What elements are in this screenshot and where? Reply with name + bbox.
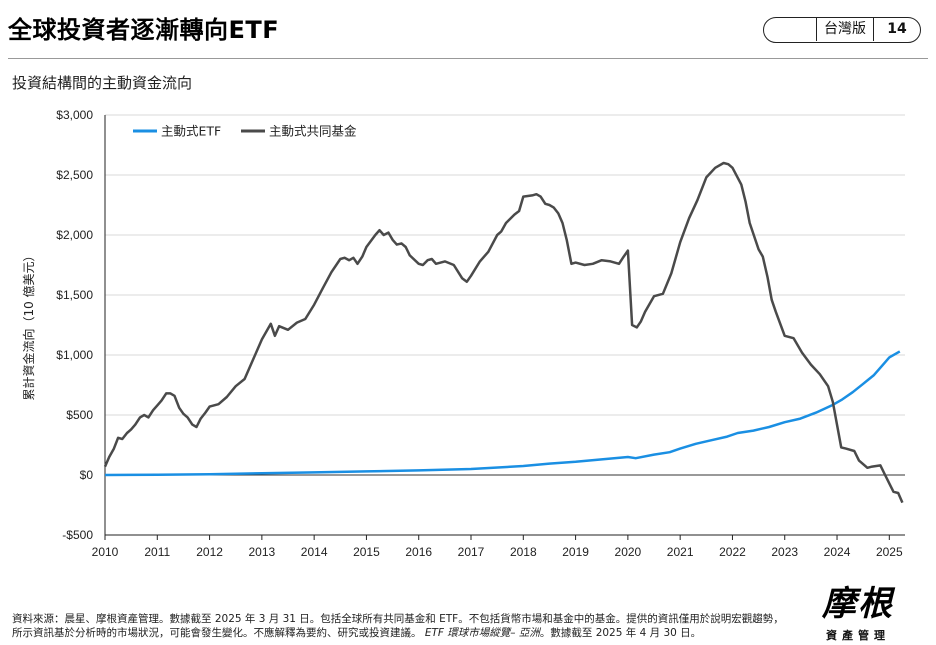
chart-subtitle: 投資結構間的主動資金流向 (12, 74, 193, 92)
y-tick-label: $2,000 (56, 228, 93, 242)
edition-label: 台灣版 (816, 18, 874, 41)
y-tick-label: $2,500 (56, 168, 93, 182)
page-title: 全球投資者逐漸轉向ETF (8, 16, 280, 44)
x-tick-label: 2016 (405, 545, 432, 559)
x-tick-label: 2023 (771, 545, 798, 559)
y-axis-label: 累計資金流向（10 億美元） (21, 249, 36, 400)
y-tick-label: $0 (80, 468, 94, 482)
legend-label: 主動式ETF (161, 124, 221, 139)
x-tick-label: 2017 (458, 545, 485, 559)
x-tick-label: 2014 (301, 545, 328, 559)
brand-logo-subtitle: 資產管理 (826, 629, 890, 642)
x-tick-label: 2011 (144, 545, 170, 559)
x-tick-label: 2024 (824, 545, 851, 559)
x-tick-label: 2025 (876, 545, 903, 559)
footnote-line-1: 資料來源：晨星、摩根資產管理。數據截至 2025 年 3 月 31 日。包括全球… (12, 613, 784, 625)
x-tick-label: 2010 (92, 545, 119, 559)
series-line-active-mutual-fund (103, 161, 904, 504)
y-tick-label: $3,000 (56, 108, 93, 122)
flow-chart: -$500 $0 $500 $1,000 $1,500 $2,000 $2,500 $3,00… (21, 108, 905, 559)
footnote-line-2b: 。數據截至 2025 年 4 月 30 日。 (539, 627, 702, 639)
page-number: 14 (887, 21, 907, 37)
x-tick-label: 2013 (249, 545, 276, 559)
title-divider (8, 58, 928, 59)
footnote-report-name: ETF 環球市場縱覽– 亞洲 (424, 627, 540, 639)
series-line-active-etf (104, 350, 901, 477)
footnote: 資料來源：晨星、摩根資產管理。數據截至 2025 年 3 月 31 日。包括全球… (12, 612, 784, 640)
x-tick-label: 2022 (719, 545, 746, 559)
legend-label: 主動式共同基金 (269, 124, 357, 139)
x-tick-label: 2018 (510, 545, 537, 559)
edition-badge: 台灣版 14 (763, 17, 921, 43)
x-tick-label: 2012 (196, 545, 223, 559)
y-tick-label: $1,500 (56, 288, 93, 302)
x-tick-label: 2020 (615, 545, 642, 559)
y-tick-label: $1,000 (56, 348, 93, 362)
footnote-line-2: 所示資訊基於分析時的市場狀況，可能會發生變化。不應解釋為要約、研究或投資建議。 … (12, 626, 784, 640)
y-tick-label: -$500 (62, 528, 93, 542)
brand-logo: 摩根 (822, 584, 894, 624)
footnote-line-2a: 所示資訊基於分析時的市場狀況，可能會發生變化。不應解釋為要約、研究或投資建議。 (12, 627, 422, 639)
x-tick-label: 2021 (667, 545, 694, 559)
y-tick-label: $500 (66, 408, 93, 422)
x-tick-label: 2019 (562, 545, 589, 559)
x-tick-label: 2015 (353, 545, 380, 559)
